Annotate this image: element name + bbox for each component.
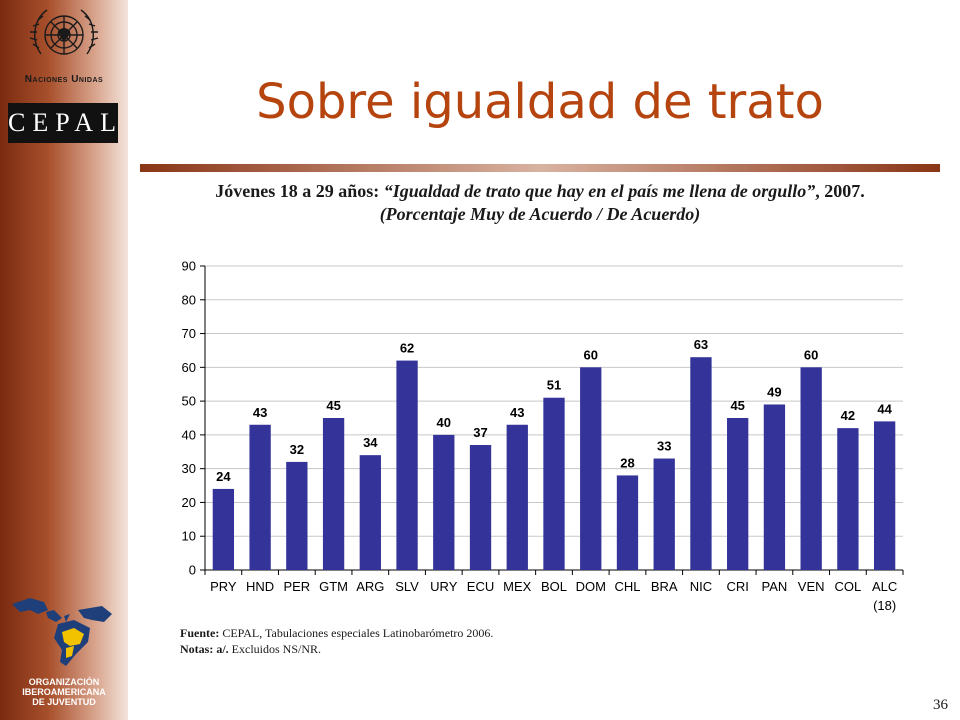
bar (580, 367, 602, 570)
notes-line: Notas: a/. Excluidos NS/NR. (180, 641, 780, 657)
y-tick-label: 70 (182, 326, 196, 341)
data-label: 42 (841, 408, 855, 423)
data-label: 24 (216, 469, 231, 484)
notes-text: Excluidos NS/NR. (231, 642, 322, 656)
chart-subtitle: Jóvenes 18 a 29 años: “Igualdad de trato… (140, 180, 940, 226)
x-tick-label: PAN (762, 579, 788, 594)
data-label: 63 (694, 337, 708, 352)
data-label: 62 (400, 341, 414, 356)
data-label: 33 (657, 439, 671, 454)
title-divider (140, 164, 940, 172)
x-tick-label: NIC (690, 579, 712, 594)
sidebar: Naciones Unidas CEPAL ORGANIZACIÓN IBERO… (0, 0, 128, 720)
oij-label-line: IBEROAMERICANA (22, 687, 106, 697)
data-label: 44 (877, 401, 892, 416)
x-tick-label: ECU (467, 579, 494, 594)
bar (396, 360, 418, 570)
bar-chart: 0 10 20 30 40 50 60 70 80 90 24 PRY 43 HND 32 PER 45 GTM 3… (182, 259, 904, 613)
bar (616, 475, 639, 570)
bar (433, 434, 455, 570)
bar (322, 418, 345, 570)
x-tick-label: HND (246, 579, 274, 594)
bar (763, 404, 786, 570)
x-tick-label: BRA (651, 579, 678, 594)
data-label: 37 (473, 425, 487, 440)
page-title: Sobre igualdad de trato (256, 74, 824, 130)
bar (212, 488, 235, 570)
data-label: 49 (767, 384, 781, 399)
x-tick-label: MEX (503, 579, 532, 594)
y-tick-label: 60 (182, 360, 196, 375)
source-text: CEPAL, Tabulaciones especiales Latinobar… (222, 626, 494, 640)
bar (286, 461, 308, 570)
source-label: Fuente: (180, 626, 220, 640)
bar (249, 424, 271, 570)
x-tick-label: ARG (356, 579, 384, 594)
un-emblem-icon (29, 9, 99, 55)
oij-label-line: DE JUVENTUD (32, 697, 96, 707)
data-label: 51 (547, 378, 561, 393)
oij-map-icon (12, 598, 112, 666)
data-label: 45 (326, 398, 340, 413)
x-tick-label: VEN (798, 579, 825, 594)
page-number: 36 (933, 697, 948, 713)
y-tick-label: 30 (182, 461, 196, 476)
bar (359, 455, 381, 570)
data-label: 60 (804, 347, 818, 362)
x-tick-label: SLV (395, 579, 419, 594)
data-label: 43 (510, 405, 524, 420)
data-label: 45 (730, 398, 744, 413)
subtitle-lead: Jóvenes 18 a 29 años: (215, 181, 384, 201)
y-tick-label: 40 (182, 427, 196, 442)
x-tick-label: BOL (541, 579, 567, 594)
category-note: (18) (873, 598, 896, 613)
subtitle-quote: “Igualdad de trato que hay en el país me… (383, 181, 816, 201)
x-tick-label: PER (283, 579, 310, 594)
x-tick-label: CHL (614, 579, 640, 594)
subtitle-tail: , 2007. (815, 181, 865, 201)
bar (653, 458, 675, 570)
x-tick-label: COL (835, 579, 862, 594)
y-tick-label: 0 (189, 563, 196, 578)
cepal-logo: CEPAL (8, 103, 118, 143)
data-label: 28 (620, 455, 634, 470)
data-label: 43 (253, 405, 267, 420)
oij-label: ORGANIZACIÓN IBEROAMERICANA DE JUVENTUD (0, 677, 128, 707)
bar (690, 357, 712, 570)
x-tick-label: ALC (872, 579, 897, 594)
subtitle-line-2: (Porcentaje Muy de Acuerdo / De Acuerdo) (379, 204, 701, 224)
data-label: 32 (290, 442, 304, 457)
y-tick-label: 20 (182, 495, 196, 510)
y-tick-label: 90 (182, 259, 196, 274)
x-tick-label: DOM (576, 579, 606, 594)
bar (873, 421, 896, 570)
bar (800, 367, 822, 570)
subtitle-line-1: Jóvenes 18 a 29 años: “Igualdad de trato… (140, 180, 940, 203)
bar (543, 397, 565, 570)
bar (506, 424, 528, 570)
y-tick-label: 80 (182, 292, 196, 307)
x-tick-label: GTM (319, 579, 348, 594)
source-line: Fuente: CEPAL, Tabulaciones especiales L… (180, 625, 780, 641)
x-tick-label: CRI (726, 579, 748, 594)
chart-notes: Fuente: CEPAL, Tabulaciones especiales L… (180, 625, 780, 657)
bar (727, 418, 749, 570)
x-tick-label: URY (430, 579, 458, 594)
bar (469, 445, 492, 570)
un-label: Naciones Unidas (24, 74, 104, 85)
data-label: 60 (584, 347, 598, 362)
data-label: 40 (437, 415, 451, 430)
y-tick-label: 10 (182, 529, 196, 544)
x-tick-label: PRY (210, 579, 237, 594)
bar (837, 428, 859, 570)
notes-label: Notas: a/. (180, 642, 229, 656)
oij-label-line: ORGANIZACIÓN (28, 677, 100, 687)
data-label: 34 (363, 435, 378, 450)
y-tick-label: 50 (182, 394, 196, 409)
